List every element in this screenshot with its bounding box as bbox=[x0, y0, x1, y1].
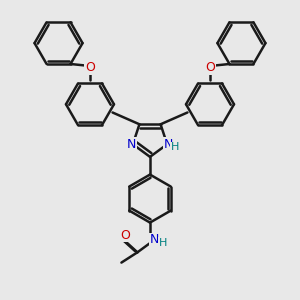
Text: O: O bbox=[205, 61, 215, 74]
Text: H: H bbox=[171, 142, 179, 152]
Text: O: O bbox=[120, 229, 130, 242]
Text: N: N bbox=[127, 138, 136, 151]
Text: O: O bbox=[85, 61, 95, 74]
Text: H: H bbox=[158, 238, 167, 248]
Text: N: N bbox=[150, 233, 159, 246]
Text: N: N bbox=[164, 138, 173, 151]
